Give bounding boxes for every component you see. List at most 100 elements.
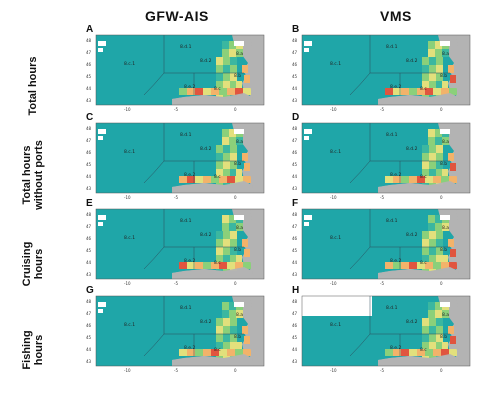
heatmap-cell	[229, 41, 236, 49]
y-tick-label: 46	[292, 323, 298, 328]
land-spain-overlay	[378, 181, 460, 193]
no-data-block	[304, 222, 309, 226]
y-tick-label: 44	[86, 174, 92, 179]
y-tick-label: 46	[86, 323, 92, 328]
heatmap-cell	[222, 41, 229, 49]
area-label: 8.c.1	[124, 149, 135, 155]
y-tick-label: 45	[292, 162, 298, 167]
heatmap-cell	[436, 145, 443, 153]
heatmap-cell	[436, 65, 443, 73]
heatmap-cell	[425, 88, 433, 95]
row-label-total-hours: Total hours	[27, 46, 39, 126]
area-label: 8.d.1	[386, 305, 398, 311]
area-label: 8.c	[420, 347, 427, 353]
land-spain-overlay	[378, 267, 460, 279]
heatmap-cell	[230, 318, 237, 326]
no-data-block	[440, 41, 450, 46]
heatmap-cell	[179, 349, 187, 356]
heatmap-cell	[433, 262, 441, 269]
heatmap-cell	[429, 231, 436, 239]
heatmap-cell	[219, 349, 227, 356]
no-data-block	[302, 296, 372, 316]
heatmap-cell	[422, 73, 429, 81]
y-tick-label: 44	[86, 86, 92, 91]
heatmap-cell	[222, 223, 229, 231]
x-tick-label: 0	[440, 368, 443, 373]
heatmap-cell	[229, 310, 236, 318]
no-data-block	[98, 215, 106, 220]
heatmap-cell	[422, 65, 429, 73]
heatmap-cell	[429, 65, 436, 73]
no-data-block	[98, 309, 103, 313]
no-data-block	[440, 215, 450, 220]
panel-letter: F	[292, 198, 299, 209]
y-tick-label: 44	[292, 174, 298, 179]
area-label: 8.c	[214, 174, 221, 180]
heatmap-cell	[435, 129, 442, 137]
heatmap-cell	[422, 169, 429, 177]
heatmap-cell	[436, 153, 443, 161]
heatmap-cell	[401, 262, 409, 269]
heatmap-cell	[436, 334, 443, 342]
y-tick-label: 44	[86, 260, 92, 265]
y-tick-label: 46	[292, 236, 298, 241]
heatmap-cell	[441, 88, 449, 95]
heatmap-cell	[428, 41, 435, 49]
y-tick-label: 44	[86, 347, 92, 352]
row-label-line: hours	[33, 334, 45, 366]
heatmap-cell	[179, 88, 187, 95]
land-france-overlay	[456, 123, 470, 193]
area-label: 8.a	[442, 139, 449, 145]
heatmap-svg: 48 47 46 45 44 43 -10 -5 0 8.c.1 8.d.1 8.d.2 8.a 8.b 8…	[86, 34, 265, 112]
land-spain-overlay	[172, 267, 254, 279]
heatmap-cell	[222, 310, 229, 318]
heatmap-cell	[219, 88, 227, 95]
no-data-block	[98, 129, 106, 134]
no-data-block	[304, 41, 312, 46]
heatmap-cell	[436, 255, 443, 263]
heatmap-cell	[195, 176, 203, 183]
area-label: 8.c.1	[124, 235, 135, 241]
x-tick-label: -5	[380, 195, 384, 200]
heatmap-cell	[422, 334, 429, 342]
area-label: 8.d.2	[200, 319, 212, 325]
heatmap-cell	[435, 310, 442, 318]
heatmap-cell	[442, 223, 449, 231]
row-label-line: Total hours	[27, 56, 39, 116]
heatmap-cell	[428, 129, 435, 137]
heatmap-cell	[203, 262, 211, 269]
heatmap-cell	[203, 176, 211, 183]
heatmap-cell	[230, 81, 237, 89]
no-data-block	[304, 215, 312, 220]
heatmap-cell	[429, 153, 436, 161]
land-france-overlay	[250, 296, 264, 366]
heatmap-cell	[429, 247, 436, 255]
heatmap-cell	[385, 88, 393, 95]
heatmap-cell	[429, 255, 436, 263]
heatmap-cell	[230, 169, 237, 177]
heatmap-cell	[236, 342, 242, 349]
area-label: 8.c.1	[124, 61, 135, 67]
heatmap-cell	[429, 318, 436, 326]
area-label: 8.c.1	[330, 61, 341, 67]
heatmap-cell	[429, 342, 436, 350]
heatmap-cell	[230, 153, 237, 161]
y-tick-label: 44	[292, 86, 298, 91]
area-label: 8.a	[442, 312, 449, 318]
heatmap-cell	[435, 137, 442, 145]
heatmap-cell	[236, 81, 242, 88]
y-tick-label: 45	[292, 74, 298, 79]
heatmap-cell	[429, 239, 436, 247]
area-label: 8.d.1	[386, 44, 398, 50]
x-tick-label: 0	[440, 281, 443, 286]
x-tick-label: -10	[124, 195, 131, 200]
heatmap-cell	[216, 169, 223, 177]
x-tick-label: -10	[330, 195, 337, 200]
heatmap-cell	[417, 88, 425, 95]
heatmap-cell	[243, 88, 251, 95]
area-label: 8.d.2	[200, 146, 212, 152]
heatmap-cell	[236, 310, 243, 318]
heatmap-cell	[442, 342, 448, 349]
heatmap-cell	[242, 326, 248, 334]
heatmap-cell	[223, 342, 230, 350]
